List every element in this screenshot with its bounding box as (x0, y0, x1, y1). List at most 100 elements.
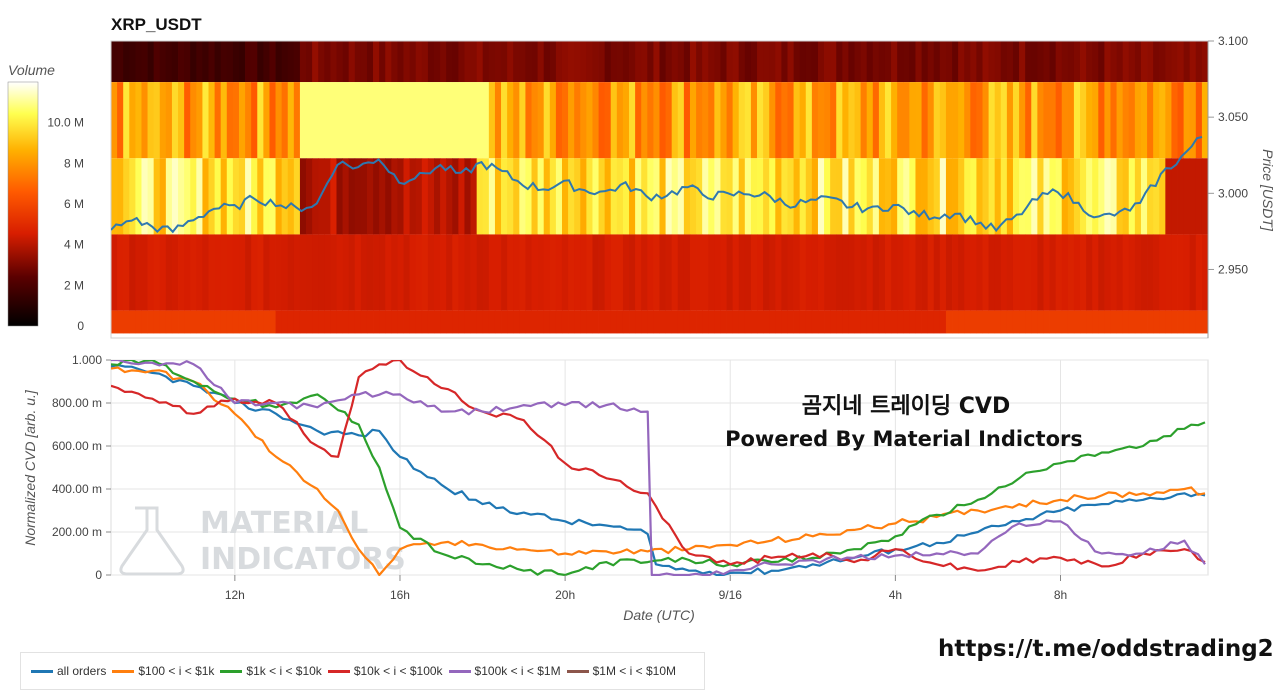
legend-item[interactable]: $100 < i < $1k (112, 664, 214, 678)
heatmap-cell (391, 310, 398, 334)
heatmap-cell (330, 82, 337, 159)
heatmap-cell (464, 158, 471, 235)
heatmap-cell (117, 158, 124, 235)
heatmap-cell (982, 41, 989, 83)
heatmap-cell (799, 310, 807, 334)
heatmap-cell (671, 41, 679, 83)
heatmap-cell (507, 310, 514, 334)
heatmap-cell (549, 82, 557, 159)
heatmap-cell (702, 310, 709, 334)
heatmap-cell (1116, 310, 1124, 334)
heatmap-cell (848, 234, 855, 311)
heatmap-cell (909, 41, 916, 83)
heatmap-cell (1073, 310, 1081, 334)
heatmap-cell (293, 41, 301, 83)
heatmap-cell (269, 310, 276, 334)
legend-item[interactable]: $10k < i < $100k (327, 664, 443, 678)
heatmap-cell (622, 234, 630, 311)
heatmap-cell (811, 234, 819, 311)
colorbar-tick-label: 4 M (64, 238, 84, 252)
legend-item[interactable]: $1k < i < $10k (220, 664, 322, 678)
heatmap-cell (1147, 310, 1154, 334)
legend-item[interactable]: $100k < i < $1M (448, 664, 561, 678)
heatmap-cell (568, 234, 575, 311)
heatmap-cell (1183, 82, 1191, 159)
heatmap-cell (775, 82, 782, 159)
heatmap-cell (775, 41, 782, 83)
telegram-link[interactable]: https://t.me/oddstrading2 (938, 636, 1274, 662)
heatmap-cell (939, 234, 947, 311)
heatmap-cell (366, 82, 374, 159)
heatmap-cell (111, 158, 118, 235)
heatmap-cell (964, 310, 971, 334)
heatmap-cell (1061, 41, 1069, 83)
heatmap-cell (683, 82, 691, 159)
heatmap-cell (1177, 310, 1185, 334)
heatmap-cell (184, 158, 191, 235)
heatmap-cell (1195, 82, 1203, 159)
heatmap-cell (1037, 82, 1044, 159)
heatmap-cell (1092, 158, 1099, 235)
heatmap-cell (385, 310, 392, 334)
heatmap-cell (1049, 310, 1057, 334)
heatmap-cell (507, 82, 514, 159)
heatmap-cell (720, 234, 727, 311)
heatmap-cell (1165, 158, 1172, 235)
heatmap-cell (787, 158, 794, 235)
heatmap-cell (141, 158, 148, 235)
heatmap-cell (202, 310, 209, 334)
heatmap-cell (275, 158, 283, 235)
heatmap-cell (763, 41, 770, 83)
heatmap-cell (245, 310, 252, 334)
heatmap-cell (275, 41, 283, 83)
heatmap-cell (330, 41, 337, 83)
heatmap-cell (342, 234, 350, 311)
heatmap-cell (604, 234, 612, 311)
heatmap-cell (434, 234, 441, 311)
heatmap-cell (232, 82, 240, 159)
flask-icon (119, 506, 185, 576)
heatmap-cell (379, 310, 386, 334)
heatmap-cell (171, 310, 179, 334)
heatmap-cell (842, 310, 849, 334)
heatmap-cell (817, 41, 825, 83)
legend-item[interactable]: all orders (31, 664, 106, 678)
heatmap-cell (732, 82, 740, 159)
heatmap-cell (1019, 310, 1026, 334)
heatmap-cell (689, 41, 697, 83)
heatmap-cell (391, 158, 398, 235)
heatmap-cell (598, 310, 606, 334)
heatmap-cell (1080, 310, 1087, 334)
legend-item[interactable]: $1M < i < $10M (566, 664, 676, 678)
heatmap-cell (878, 158, 886, 235)
heatmap-cell (561, 41, 569, 83)
colorbar-tick-label: 8 M (64, 156, 84, 170)
heatmap-cell (379, 82, 386, 159)
heatmap-cell (696, 310, 703, 334)
heatmap-cell (1055, 41, 1063, 83)
heatmap-cell (1006, 234, 1014, 311)
heatmap-cell (147, 82, 155, 159)
legend-label: $1M < i < $10M (592, 664, 676, 678)
heatmap-cell (306, 310, 313, 334)
heatmap-cell (945, 158, 953, 235)
heatmap-cell (1080, 41, 1087, 83)
heatmap-cell (866, 82, 874, 159)
heatmap-cell (555, 41, 563, 83)
heatmap-cell (190, 82, 197, 159)
heatmap-cell (958, 158, 965, 235)
cvd-line-all_orders (111, 363, 1206, 576)
heatmap-cell (1128, 41, 1136, 83)
heatmap-cell (464, 234, 471, 311)
heatmap-cell (421, 41, 429, 83)
heatmap-cell (208, 234, 215, 311)
heatmap-cell (1012, 82, 1020, 159)
heatmap-cell (238, 158, 246, 235)
heatmap-cell (1073, 41, 1081, 83)
heatmap-cell (543, 158, 551, 235)
heatmap-cell (202, 158, 209, 235)
heatmap-cell (683, 158, 691, 235)
heatmap-cell (897, 234, 904, 311)
price-axis: 3.100 3.050 3.000 2.950 (1207, 34, 1248, 338)
heatmap-cell (568, 158, 575, 235)
